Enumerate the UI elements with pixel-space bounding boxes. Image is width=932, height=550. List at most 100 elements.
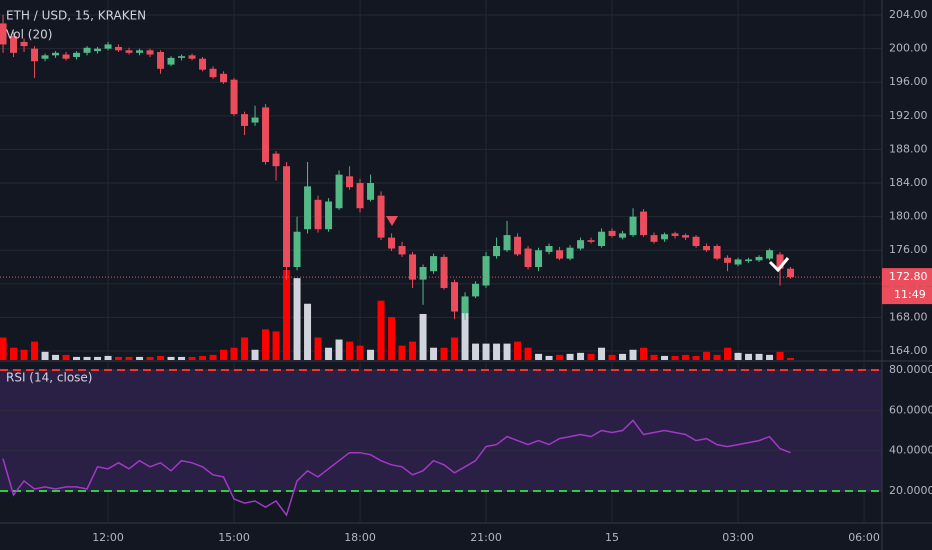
volume-bar [608, 354, 616, 360]
candle-body [335, 174, 343, 209]
candle-body [104, 44, 112, 49]
volume-bar [115, 356, 123, 360]
candle-body [262, 107, 270, 163]
volume-bar [325, 347, 333, 360]
volume-bar [178, 356, 186, 360]
volume-bar [629, 349, 637, 360]
volume-bar [713, 354, 721, 360]
volume-bar [10, 347, 18, 360]
signal-marker [386, 216, 398, 226]
volume-bar [388, 317, 396, 360]
x-tick-label: 18:00 [344, 531, 376, 544]
y-tick-label: 184.00 [889, 176, 928, 189]
volume-bar [377, 300, 385, 360]
y-tick-label: 20.0000 [889, 484, 932, 497]
candle-body [598, 231, 606, 247]
candle-body [10, 36, 18, 53]
volume-bar [682, 354, 690, 360]
rsi-line [2, 419, 791, 517]
candle-body [587, 240, 595, 242]
candle-body [136, 50, 144, 53]
volume-bar [640, 347, 648, 360]
candle-body [115, 46, 123, 51]
candle-body [314, 199, 322, 230]
plot [0, 15, 882, 517]
volume-bar [514, 341, 522, 360]
volume-bar [482, 343, 490, 360]
candle-body [20, 41, 28, 47]
volume-bar [31, 341, 39, 360]
candle-body [430, 256, 438, 272]
volume-bar [503, 343, 511, 360]
volume-bar [346, 341, 354, 360]
volume-bar [209, 354, 217, 360]
candle-body [41, 55, 49, 59]
candle-body [755, 256, 763, 261]
candle-body [167, 57, 175, 65]
candle-body [608, 230, 616, 236]
volume-bar [619, 353, 627, 360]
candle-body [283, 166, 291, 268]
candle-body [482, 256, 490, 286]
x-tick-label: 12:00 [92, 531, 124, 544]
volume-bar [73, 356, 81, 360]
candle-body [157, 51, 165, 69]
volume-bar [241, 337, 249, 360]
candle-body [377, 195, 385, 238]
candle-body [703, 246, 711, 251]
volume-bar [409, 341, 417, 360]
candle-body [62, 54, 70, 59]
candle-body [514, 236, 522, 255]
x-tick-label: 03:00 [722, 531, 754, 544]
candle-body [304, 186, 312, 230]
candle-body [650, 235, 658, 242]
candle-body [535, 250, 543, 268]
candle-body [346, 176, 354, 188]
candle-body [440, 256, 448, 289]
candle-body [713, 246, 721, 259]
volume-bar [461, 298, 469, 360]
candle-body [188, 55, 196, 59]
candle-body [451, 282, 459, 312]
candle-body [388, 237, 396, 249]
candle-body [272, 153, 280, 167]
candle-body [83, 47, 91, 53]
candle-body [461, 296, 469, 314]
candle-body [230, 79, 238, 115]
candle-body [146, 50, 154, 55]
candle-body [556, 250, 564, 259]
volume-bar [0, 337, 7, 360]
volume-bar [776, 351, 784, 360]
countdown-label: 11:49 [894, 288, 926, 301]
candle-body [220, 73, 228, 83]
symbol-title: ETH / USD, 15, KRAKEN [6, 9, 146, 23]
volume-bar [734, 352, 742, 360]
y-tick-label: 196.00 [889, 75, 928, 88]
volume-bar [262, 329, 270, 360]
candle-body [640, 211, 648, 236]
volume-bar [230, 347, 238, 360]
candle-body [787, 268, 795, 278]
y-tick-label: 40.0000 [889, 444, 932, 457]
volume-bar [650, 354, 658, 360]
candle-body [503, 235, 511, 251]
x-tick-label: 15:00 [218, 531, 250, 544]
x-tick-label: 15 [605, 531, 619, 544]
y-tick-label: 204.00 [889, 8, 928, 21]
volume-bar [41, 351, 49, 360]
candle-body [398, 246, 406, 255]
candle-body [577, 240, 585, 249]
y-tick-label: 200.00 [889, 42, 928, 55]
candle-body [125, 50, 133, 53]
grid [0, 0, 882, 522]
y-tick-label: 164.00 [889, 344, 928, 357]
volume-bar [356, 345, 364, 360]
countdown-box [882, 286, 932, 305]
volume-bar [661, 355, 669, 360]
volume-bar [62, 354, 70, 360]
candle-body [31, 48, 39, 62]
candle-body [409, 254, 417, 280]
volume-bar [20, 349, 28, 360]
candle-body [325, 201, 333, 230]
candle-body [199, 58, 207, 70]
